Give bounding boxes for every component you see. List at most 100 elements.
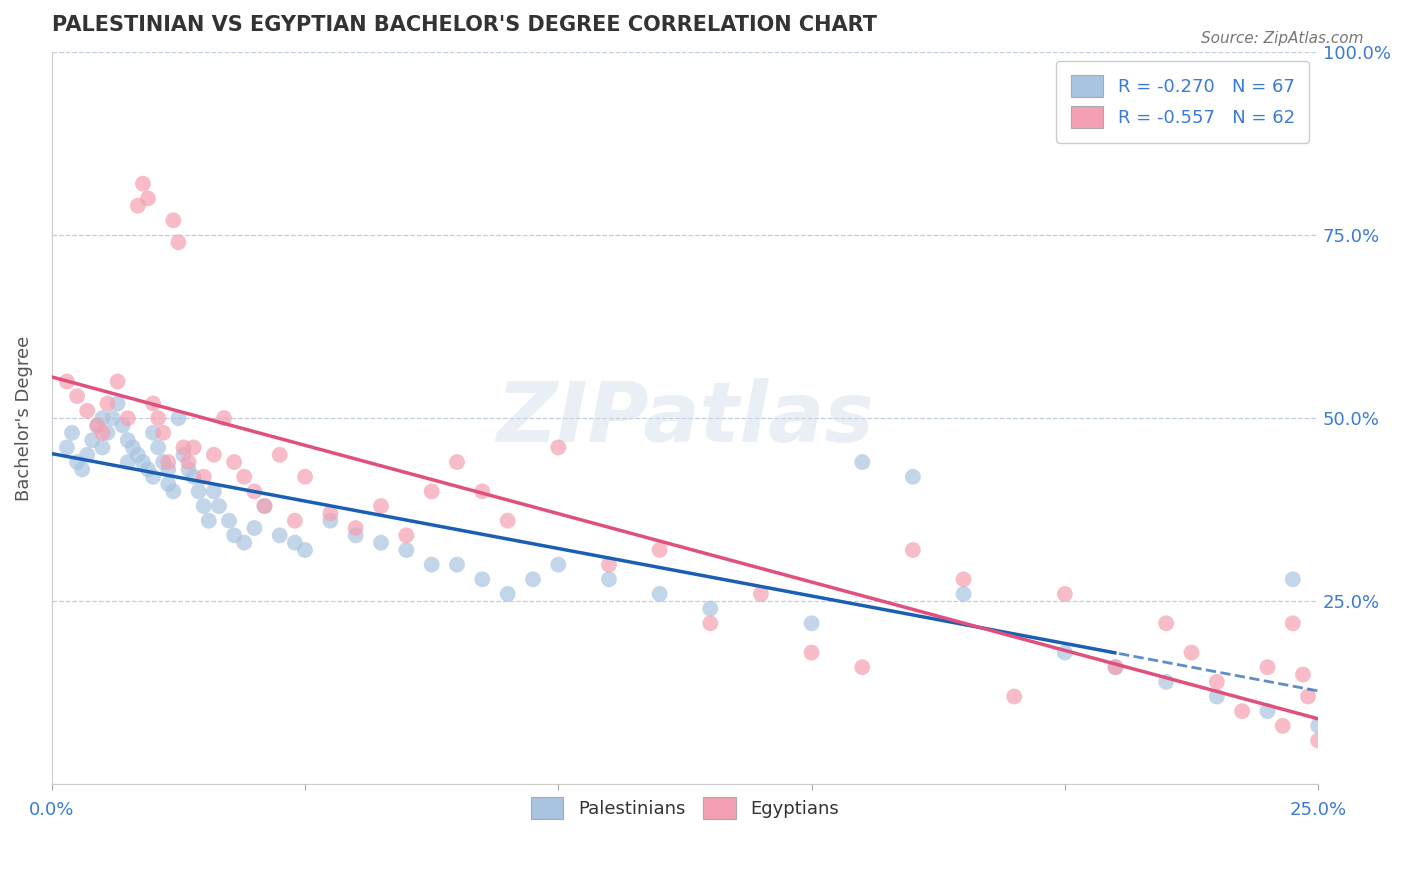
Point: [66, 455, 89, 469]
Point: [136, 191, 159, 205]
Point: [136, 462, 159, 476]
Point: [172, 441, 194, 455]
Point: [157, 455, 180, 469]
Point: [172, 448, 194, 462]
Point: [1333, 763, 1355, 777]
Point: [56, 441, 79, 455]
Point: [471, 572, 494, 586]
Point: [1308, 719, 1330, 733]
Point: [127, 448, 149, 462]
Point: [471, 484, 494, 499]
Point: [344, 528, 367, 542]
Point: [66, 389, 89, 403]
Point: [202, 448, 225, 462]
Point: [253, 499, 276, 513]
Point: [1154, 674, 1177, 689]
Point: [212, 411, 235, 425]
Point: [800, 646, 823, 660]
Point: [1205, 674, 1227, 689]
Point: [547, 558, 569, 572]
Point: [187, 484, 209, 499]
Point: [167, 411, 190, 425]
Point: [749, 587, 772, 601]
Point: [598, 558, 620, 572]
Point: [294, 543, 316, 558]
Point: [1053, 587, 1076, 601]
Point: [202, 484, 225, 499]
Point: [294, 469, 316, 483]
Point: [420, 558, 443, 572]
Point: [952, 572, 974, 586]
Point: [344, 521, 367, 535]
Point: [152, 425, 174, 440]
Point: [1308, 733, 1330, 747]
Point: [193, 469, 215, 483]
Point: [224, 455, 246, 469]
Point: [167, 235, 190, 250]
Point: [233, 469, 256, 483]
Point: [395, 528, 418, 542]
Point: [952, 587, 974, 601]
Point: [132, 455, 155, 469]
Point: [70, 462, 93, 476]
Point: [522, 572, 544, 586]
Point: [162, 213, 184, 227]
Point: [1296, 690, 1319, 704]
Point: [193, 499, 215, 513]
Point: [82, 433, 104, 447]
Point: [319, 507, 342, 521]
Point: [56, 375, 79, 389]
Point: [96, 396, 118, 410]
Point: [91, 441, 114, 455]
Point: [1292, 667, 1315, 681]
Point: [901, 469, 924, 483]
Point: [901, 543, 924, 558]
Point: [177, 455, 200, 469]
Point: [800, 616, 823, 631]
Point: [496, 587, 519, 601]
Point: [851, 455, 873, 469]
Point: [152, 455, 174, 469]
Point: [284, 514, 307, 528]
Text: ZIPatlas: ZIPatlas: [496, 377, 875, 458]
Point: [1256, 660, 1278, 674]
Point: [648, 587, 671, 601]
Point: [127, 199, 149, 213]
Point: [1230, 704, 1253, 718]
Point: [699, 616, 721, 631]
Point: [177, 462, 200, 476]
Point: [107, 396, 129, 410]
Point: [76, 448, 98, 462]
Point: [496, 514, 519, 528]
Point: [1154, 616, 1177, 631]
Point: [117, 433, 139, 447]
Point: [598, 572, 620, 586]
Point: [851, 660, 873, 674]
Point: [157, 462, 180, 476]
Point: [132, 177, 155, 191]
Point: [91, 411, 114, 425]
Point: [86, 418, 108, 433]
Point: [233, 535, 256, 549]
Point: [446, 455, 468, 469]
Point: [101, 411, 124, 425]
Point: [269, 528, 291, 542]
Point: [162, 484, 184, 499]
Point: [183, 441, 205, 455]
Point: [1281, 572, 1303, 586]
Point: [243, 484, 266, 499]
Point: [146, 411, 169, 425]
Point: [197, 514, 219, 528]
Point: [699, 601, 721, 615]
Text: Source: ZipAtlas.com: Source: ZipAtlas.com: [1201, 31, 1364, 46]
Point: [253, 499, 276, 513]
Point: [60, 425, 83, 440]
Y-axis label: Bachelor's Degree: Bachelor's Degree: [15, 335, 32, 500]
Point: [146, 441, 169, 455]
Point: [1053, 646, 1076, 660]
Point: [224, 528, 246, 542]
Point: [1317, 748, 1340, 763]
Point: [243, 521, 266, 535]
Point: [121, 441, 143, 455]
Point: [142, 469, 165, 483]
